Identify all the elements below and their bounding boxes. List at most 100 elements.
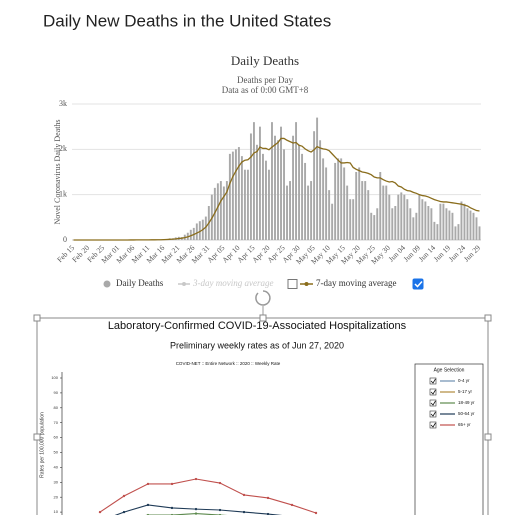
bar xyxy=(286,185,288,240)
daily-deaths-chart: Daily Deaths Deaths per Day Data as of 0… xyxy=(53,53,482,290)
resize-handle[interactable] xyxy=(259,314,267,322)
bar xyxy=(346,185,349,240)
legend-checkbox[interactable] xyxy=(412,278,424,290)
bar xyxy=(421,199,424,240)
bar xyxy=(457,224,460,240)
bar xyxy=(478,226,481,240)
bar xyxy=(328,190,331,240)
bar xyxy=(219,181,222,240)
y-tick-label: 90 xyxy=(54,390,59,395)
point xyxy=(194,507,198,511)
resize-handle[interactable] xyxy=(33,433,41,441)
image-frame xyxy=(36,317,489,515)
bar xyxy=(301,153,304,240)
bar xyxy=(439,203,442,240)
bar xyxy=(225,181,228,240)
legend-marker xyxy=(103,280,111,288)
checkmark xyxy=(430,400,436,406)
bar xyxy=(388,194,391,240)
bar xyxy=(427,206,430,240)
bar xyxy=(382,185,385,240)
point xyxy=(266,496,270,500)
legend-box xyxy=(414,363,484,515)
bar xyxy=(325,167,328,240)
point xyxy=(170,506,174,510)
legend-label: Daily Deaths xyxy=(116,278,164,288)
bar xyxy=(391,208,394,240)
bar xyxy=(406,199,409,240)
checkmark xyxy=(430,389,436,395)
bar xyxy=(415,212,418,240)
y-axis-label: Rates per 100,000 population xyxy=(39,412,45,478)
y-tick-label: 2k xyxy=(59,144,67,153)
bar xyxy=(472,212,475,240)
bar xyxy=(298,144,301,240)
y-axis-label: Novel Coronavirus Daily Deaths xyxy=(53,119,62,224)
legend-checkbox[interactable] xyxy=(429,377,437,385)
bar xyxy=(376,208,379,240)
bar xyxy=(249,133,252,240)
legend-label: 0-4 yr xyxy=(458,378,470,383)
bar xyxy=(304,162,307,240)
legend-label: 3-day moving average xyxy=(192,278,273,288)
bar xyxy=(460,201,463,240)
bar xyxy=(189,229,192,240)
point xyxy=(98,510,102,514)
bar xyxy=(243,169,246,240)
point xyxy=(122,494,126,498)
bar xyxy=(358,167,361,240)
bar xyxy=(231,151,234,240)
bar xyxy=(271,122,273,240)
bar xyxy=(433,221,436,240)
y-tick-label: 10 xyxy=(54,509,59,514)
bar xyxy=(222,186,225,240)
resize-handle[interactable] xyxy=(484,433,492,441)
legend-checkbox[interactable] xyxy=(429,388,437,396)
bar xyxy=(343,167,346,240)
legend-checkbox[interactable] xyxy=(429,410,437,418)
bar xyxy=(216,183,219,240)
bar xyxy=(409,208,412,240)
point xyxy=(314,511,318,515)
moving-average-line xyxy=(73,137,480,241)
bar xyxy=(355,172,358,240)
resize-handle[interactable] xyxy=(484,314,492,322)
point xyxy=(122,510,126,514)
bar xyxy=(292,135,295,240)
y-tick-label: 50 xyxy=(54,450,59,455)
legend-checkbox[interactable] xyxy=(429,399,437,407)
bar xyxy=(316,117,319,240)
resize-handle[interactable] xyxy=(33,314,41,322)
bar xyxy=(277,140,279,240)
bar xyxy=(295,122,298,240)
bar xyxy=(237,147,240,240)
bar xyxy=(252,122,255,240)
rotate-handle[interactable] xyxy=(255,290,271,306)
bar xyxy=(364,181,367,240)
legend-label: 50-64 yr xyxy=(458,411,475,416)
y-tick-label: 1k xyxy=(59,189,67,198)
bar xyxy=(265,160,267,240)
bar xyxy=(234,149,237,240)
bar xyxy=(430,208,433,240)
bar xyxy=(280,126,282,240)
legend-checkbox[interactable] xyxy=(287,279,298,289)
bar xyxy=(268,169,270,240)
bar xyxy=(379,172,382,240)
y-tick-label: 0 xyxy=(63,235,67,244)
legend-checkbox[interactable] xyxy=(429,421,437,429)
y-tick-label: 70 xyxy=(54,420,59,425)
point xyxy=(194,477,198,481)
point xyxy=(170,482,174,486)
bar xyxy=(424,201,427,240)
chart-title: Daily Deaths xyxy=(231,53,299,68)
bar xyxy=(289,181,291,240)
bar xyxy=(255,144,258,240)
y-tick-label: 3k xyxy=(59,99,67,108)
y-tick-label: 60 xyxy=(54,435,59,440)
bar xyxy=(454,226,457,240)
legend-marker xyxy=(304,282,309,286)
bar xyxy=(466,208,469,240)
chart-subtitle: COVID-NET :: Entire Network :: 2020 :: W… xyxy=(176,361,281,366)
